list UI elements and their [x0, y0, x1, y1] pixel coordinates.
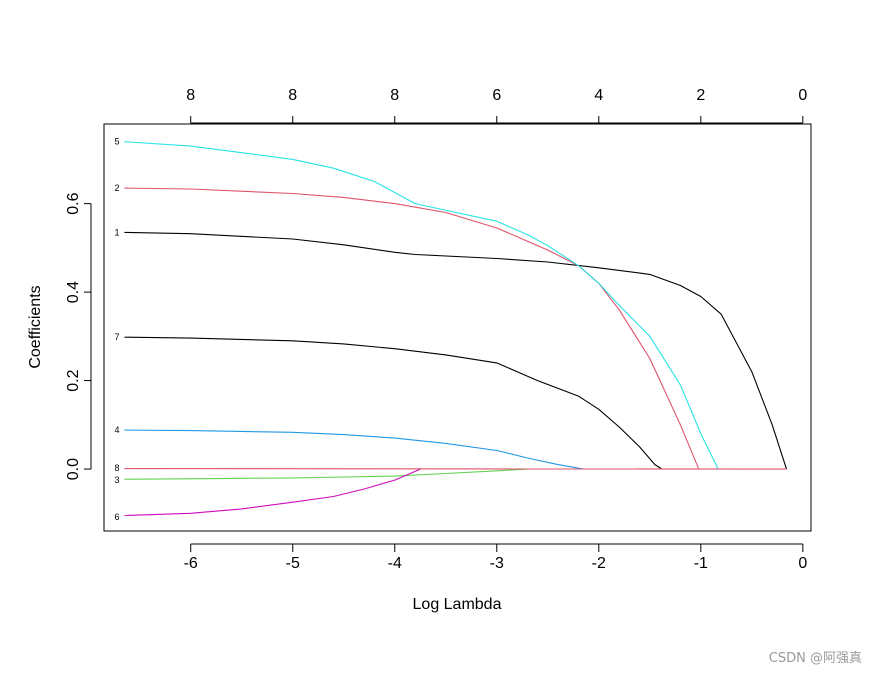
x-tick-label: 0 — [798, 555, 807, 572]
y-tick-label: 0.2 — [65, 369, 82, 391]
series-line-1 — [124, 231, 788, 470]
series-line-7 — [124, 336, 663, 470]
y-tick-label: 0.0 — [65, 458, 82, 480]
y-axis-title: Coefficients — [27, 285, 44, 368]
top-tick-label: 6 — [492, 87, 501, 104]
series-line-8 — [124, 468, 787, 470]
variable-label-2: 2 — [114, 183, 119, 193]
series-line-4 — [124, 429, 584, 470]
variable-label-4: 4 — [114, 425, 119, 435]
x-tick-label: -1 — [694, 555, 708, 572]
top-tick-label: 4 — [594, 87, 603, 104]
x-tick-label: -2 — [592, 555, 606, 572]
x-tick-label: -5 — [286, 555, 300, 572]
top-tick-label: 8 — [390, 87, 399, 104]
y-tick-label: 0.6 — [65, 192, 82, 214]
variable-label-8: 8 — [114, 463, 119, 473]
top-tick-label: 8 — [186, 87, 195, 104]
plot-frame — [103, 123, 812, 532]
series-line-6 — [124, 468, 421, 517]
top-tick-label: 0 — [798, 87, 807, 104]
x-axis-title: Log Lambda — [413, 596, 502, 613]
variable-label-1: 1 — [114, 227, 119, 237]
x-tick-label: -3 — [490, 555, 504, 572]
series-line-5 — [124, 141, 719, 470]
x-tick-label: -6 — [184, 555, 198, 572]
variable-label-3: 3 — [114, 475, 119, 485]
variable-label-7: 7 — [114, 332, 119, 342]
top-tick-label: 2 — [696, 87, 705, 104]
variable-label-6: 6 — [114, 512, 119, 522]
watermark-text: CSDN @阿强真 — [768, 651, 862, 666]
series-line-2 — [124, 187, 700, 470]
top-tick-label: 8 — [288, 87, 297, 104]
x-tick-label: -4 — [388, 555, 402, 572]
variable-label-5: 5 — [114, 137, 119, 147]
series-line-3 — [124, 468, 528, 480]
y-tick-label: 0.4 — [65, 281, 82, 303]
